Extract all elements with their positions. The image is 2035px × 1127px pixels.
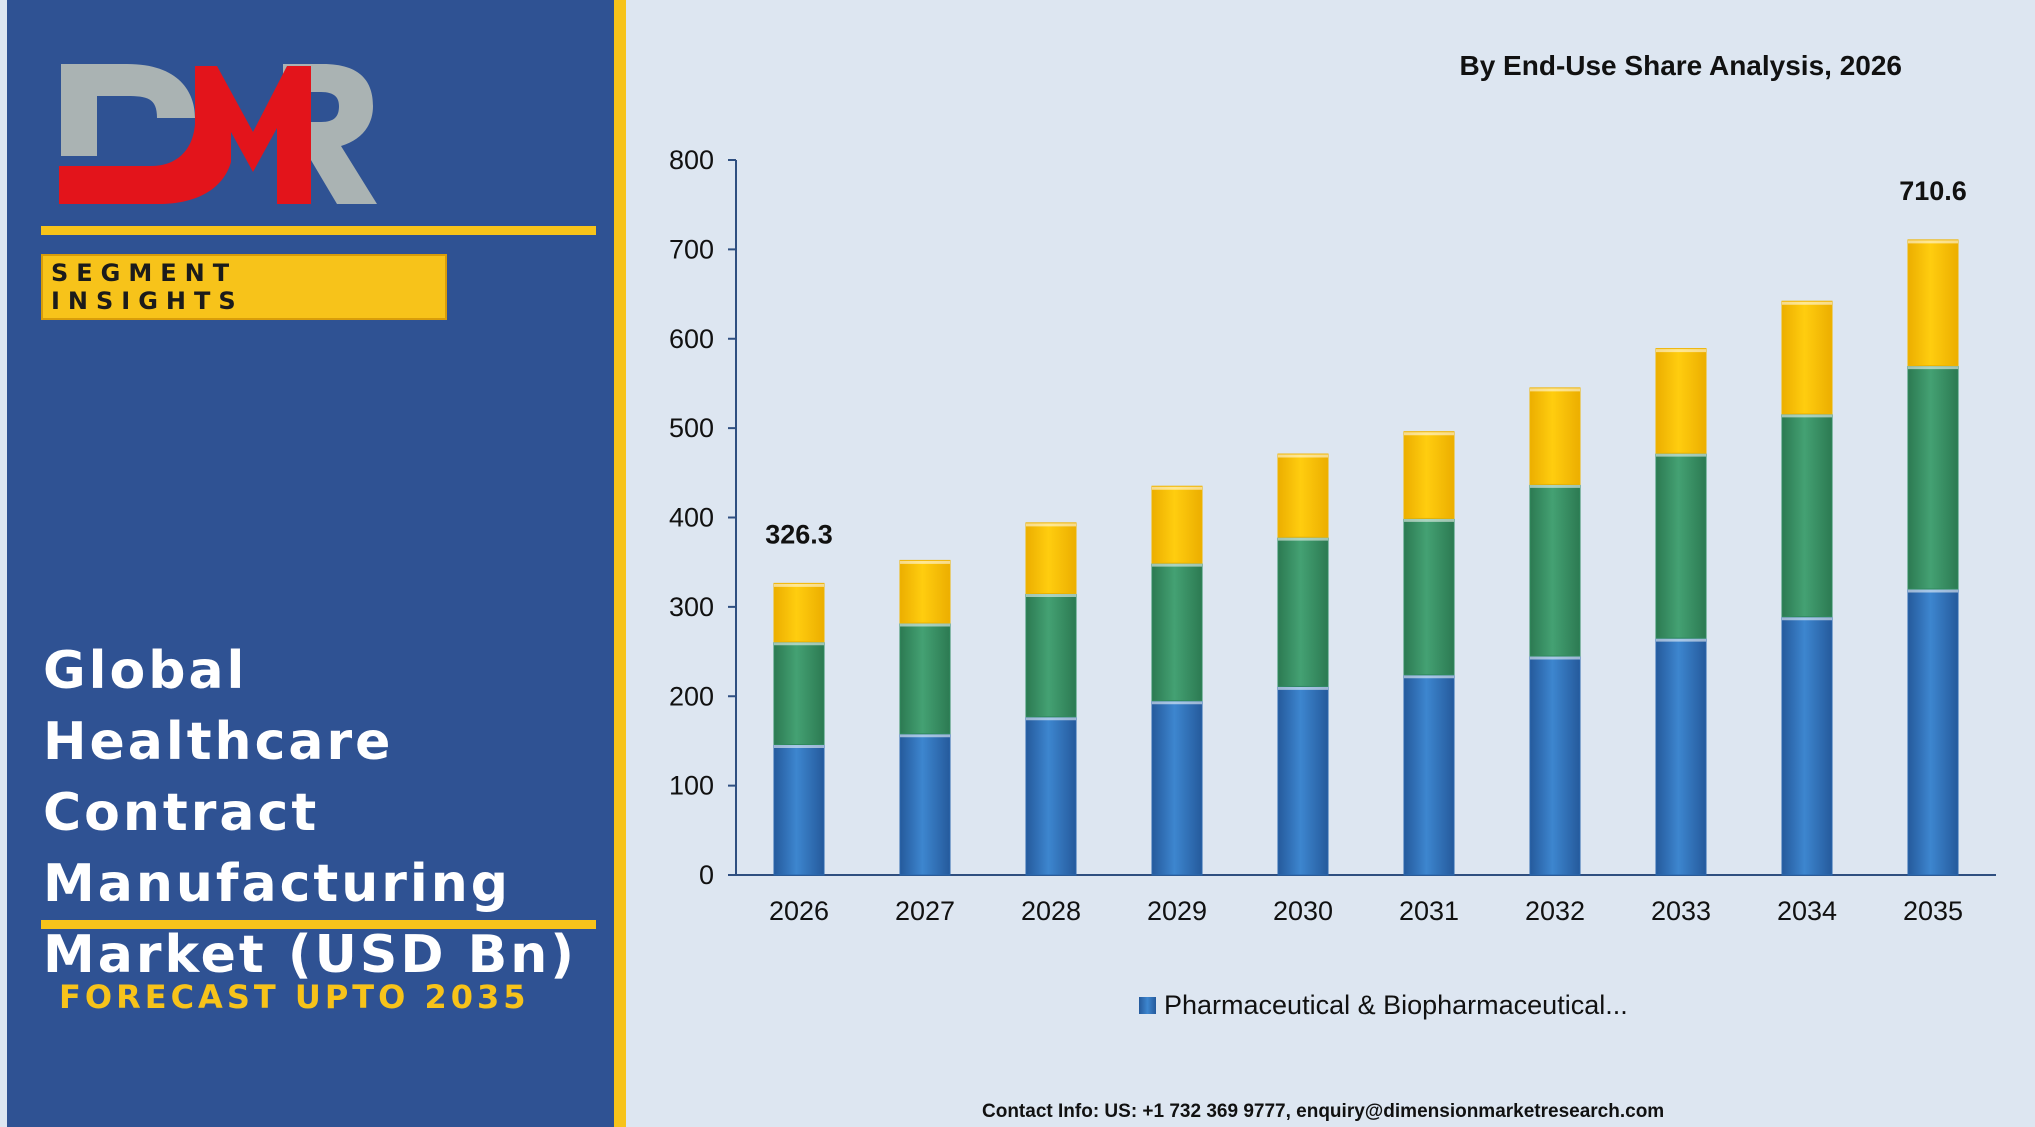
y-tick-label: 300 [669,592,714,622]
divider-bottom [41,920,596,929]
x-tick-label: 2033 [1651,896,1711,926]
legend-swatch-series-1 [1139,997,1156,1014]
bar-segment-series-3 [1151,485,1203,564]
bar-segment-series-2 [1907,365,1959,590]
logo-letter-m-mark [59,66,311,204]
segment-insights-label: SEGMENT INSIGHTS [51,259,244,315]
bar-segment-series-2 [1781,413,1833,618]
bar-segment-series-1 [1403,674,1455,876]
y-tick-label: 100 [669,771,714,801]
y-tick-label: 400 [669,503,714,533]
bar-segment-series-2 [1529,483,1581,657]
y-tick-label: 500 [669,413,714,443]
x-tick-label: 2032 [1525,896,1585,926]
forecast-label: FORECAST UPTO 2035 [59,978,530,1016]
bar-segment-series-1 [1907,588,1959,876]
bar-segment-series-2 [1151,562,1203,702]
bar-segment-series-1 [773,744,825,876]
logo-letter-r-mark [283,64,377,204]
x-tick-label: 2029 [1147,896,1207,926]
divider-top [41,226,596,235]
bar-segment-series-3 [1907,239,1959,367]
segment-insights-badge: SEGMENT INSIGHTS [41,254,447,320]
contact-info: Contact Info: US: +1 732 369 9777, enqui… [982,1101,1665,1122]
bar-segment-series-1 [1025,716,1077,876]
x-tick-label: 2034 [1777,896,1837,926]
bar-segment-series-1 [1655,637,1707,876]
bar-segment-series-3 [1655,348,1707,454]
bar-segment-series-1 [1277,685,1329,876]
chart-legend: Pharmaceutical & Biopharmaceutical... [1139,990,1628,1021]
x-tick-label: 2030 [1273,896,1333,926]
bar-segment-series-3 [773,582,825,643]
x-tick-label: 2028 [1021,896,1081,926]
bar-segment-series-3 [1025,522,1077,594]
x-tick-label: 2026 [769,896,829,926]
x-tick-label: 2031 [1399,896,1459,926]
bar-segment-series-3 [1403,431,1455,519]
bar-segment-series-3 [1529,387,1581,485]
bar-segment-series-1 [1781,616,1833,876]
y-tick-label: 800 [669,145,714,175]
y-tick-label: 700 [669,234,714,264]
data-label: 326.3 [765,519,833,549]
dmr-logo [59,64,377,204]
bar-segment-series-3 [1277,453,1329,538]
bar-segment-series-2 [1025,592,1077,718]
data-label: 710.6 [1899,176,1967,206]
y-tick-label: 200 [669,681,714,711]
bar-segment-series-2 [1277,536,1329,687]
chart-bars [773,239,1959,876]
chart-title: By End-Use Share Analysis, 2026 [1459,50,1902,81]
market-title: Global Healthcare Contract Manufacturing… [43,641,578,985]
legend-label-series-1: Pharmaceutical & Biopharmaceutical... [1164,990,1628,1020]
accent-stripe [614,0,626,1127]
bar-segment-series-2 [1403,517,1455,676]
y-tick-label: 600 [669,324,714,354]
bar-segment-series-1 [1151,700,1203,876]
bar-segment-series-1 [1529,655,1581,876]
bar-segment-series-2 [899,622,951,735]
bar-segment-series-2 [1655,452,1707,639]
bar-segment-series-2 [773,641,825,746]
chart-labels: 2026 326.3 2027 2028 2029 2030 2031 2032 2033 203… [765,176,1967,926]
bar-segment-series-3 [899,559,951,624]
x-tick-label: 2027 [895,896,955,926]
x-tick-label: 2035 [1903,896,1963,926]
sidebar-panel: SEGMENT INSIGHTS Global Healthcare Contr… [7,0,614,1127]
y-tick-label: 0 [699,860,714,890]
bar-segment-series-3 [1781,300,1833,415]
logo-letter-d-mark [61,64,195,156]
bar-segment-series-1 [899,733,951,876]
